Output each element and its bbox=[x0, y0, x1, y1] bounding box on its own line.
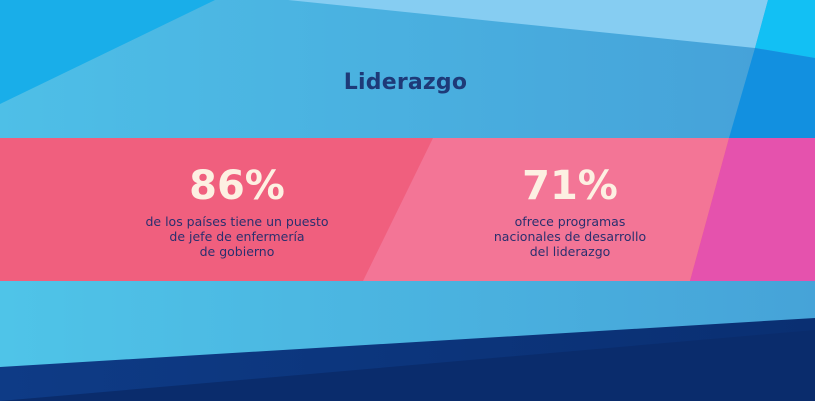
stat-value: 86% bbox=[189, 163, 285, 209]
stat-card-leadership-programs: 71% ofrece programas nacionales de desar… bbox=[440, 166, 700, 259]
lower-deep-navy-shard bbox=[0, 330, 815, 401]
stat-description: de los países tiene un puesto de jefe de… bbox=[145, 214, 329, 259]
page-title: Liderazgo bbox=[343, 70, 468, 95]
stat-card-nursing-chief: 86% de los países tiene un puesto de jef… bbox=[107, 166, 367, 259]
stat-description: ofrece programas nacionales de desarroll… bbox=[493, 214, 647, 259]
upper-light-shard bbox=[288, 0, 768, 48]
upper-left-shard bbox=[0, 0, 215, 104]
upper-right-blue-shard bbox=[729, 48, 815, 138]
middle-magenta-panel bbox=[690, 138, 815, 281]
upper-right-cyan-shard bbox=[755, 0, 815, 58]
stat-value: 71% bbox=[522, 163, 618, 209]
middle-pink-panel bbox=[363, 138, 729, 281]
